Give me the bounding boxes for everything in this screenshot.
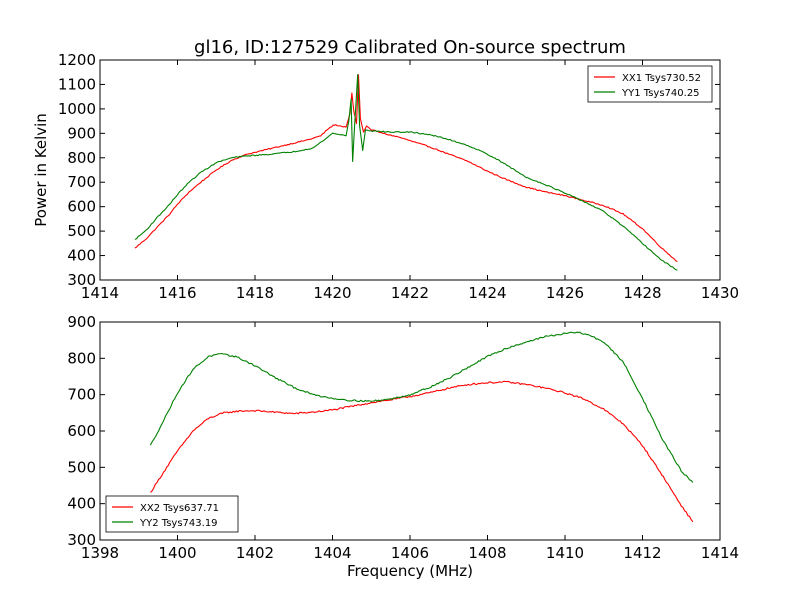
y-tick-label: 300	[67, 271, 96, 289]
y-tick-label: 700	[67, 173, 96, 191]
x-tick-label: 1418	[236, 284, 274, 302]
y-tick-label: 1100	[58, 75, 96, 93]
x-tick-label: 1414	[81, 284, 119, 302]
legend-entry: XX1 Tsys730.52	[622, 73, 701, 84]
y-tick-label: 300	[67, 531, 96, 549]
x-tick-label: 1404	[313, 544, 351, 562]
x-tick-label: 1398	[81, 544, 119, 562]
series-line-yy2	[149, 331, 694, 483]
series-line-yy1	[134, 74, 678, 271]
y-tick-label: 900	[67, 124, 96, 142]
x-tick-label: 1410	[546, 544, 584, 562]
y-tick-label: 500	[67, 222, 96, 240]
bottom-panel: 1398 1400 1402 1404 1406 1408 1410 1412 1414 300 4…	[67, 313, 739, 580]
x-tick-label: 1406	[391, 544, 429, 562]
legend-box	[587, 65, 713, 103]
y-tick-label: 500	[67, 458, 96, 476]
x-tick-label: 1400	[158, 544, 196, 562]
y-tick-label: 400	[67, 247, 96, 265]
y-tick-label: 900	[67, 313, 96, 331]
series-line-xx2	[150, 380, 694, 523]
figure-title: gl16, ID:127529 Calibrated On-source spe…	[194, 37, 626, 58]
x-tick-label: 1420	[313, 284, 351, 302]
y-tick-label: 1200	[58, 51, 96, 69]
y-tick-label: 600	[67, 422, 96, 440]
x-tick-label: 1428	[623, 284, 661, 302]
legend-box	[105, 495, 239, 533]
y-axis-label: Power in Kelvin	[32, 113, 50, 227]
x-tick-label: 1408	[468, 544, 506, 562]
legend-entry: YY1 Tsys740.25	[621, 88, 700, 99]
x-axis-label: Frequency (MHz)	[347, 562, 473, 580]
x-tick-label: 1422	[391, 284, 429, 302]
x-tick-label: 1414	[701, 544, 739, 562]
top-panel: 1414 1416 1418 1420 1422 1424 1426 1428 1430 300 4…	[32, 51, 739, 302]
x-tick-label: 1430	[701, 284, 739, 302]
legend: XX2 Tsys637.71 YY2 Tsys743.19	[105, 495, 239, 533]
series-line-xx1	[134, 74, 678, 263]
y-tick-label: 800	[67, 349, 96, 367]
y-tick-label: 800	[67, 149, 96, 167]
y-tick-label: 700	[67, 386, 96, 404]
legend: XX1 Tsys730.52 YY1 Tsys740.25	[587, 65, 713, 103]
y-tick-label: 400	[67, 495, 96, 513]
x-tick-label: 1416	[158, 284, 196, 302]
legend-entry: YY2 Tsys743.19	[139, 518, 218, 529]
y-tick-label: 1000	[58, 100, 96, 118]
y-tick-label: 600	[67, 198, 96, 216]
x-tick-label: 1424	[468, 284, 506, 302]
x-tick-label: 1412	[623, 544, 661, 562]
x-tick-label: 1402	[236, 544, 274, 562]
x-tick-label: 1426	[546, 284, 584, 302]
legend-entry: XX2 Tsys637.71	[140, 503, 219, 514]
